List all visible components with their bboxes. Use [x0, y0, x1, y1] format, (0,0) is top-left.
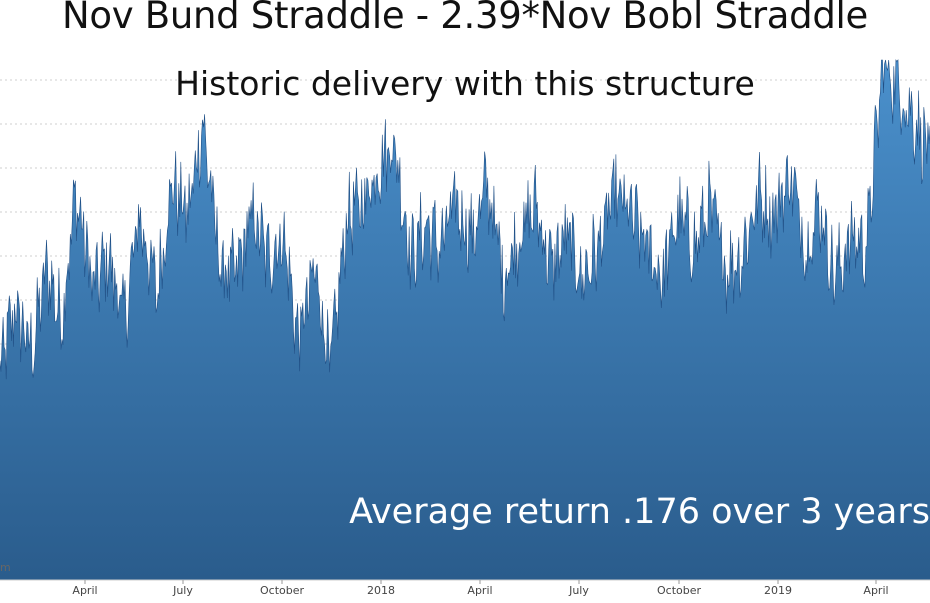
x-tick-label: 2018 — [367, 584, 395, 597]
average-return-annotation: Average return .176 over 3 years — [349, 492, 930, 532]
stray-axis-label: m — [0, 561, 11, 574]
x-axis-ticks: April July October 2018 April July October 2019… — [72, 580, 889, 597]
chart-subtitle: Historic delivery with this structure — [175, 64, 755, 103]
x-tick-label: October — [260, 584, 304, 597]
chart-title: Nov Bund Straddle - 2.39*Nov Bobl Stradd… — [62, 0, 868, 37]
series-line — [0, 59, 930, 380]
x-tick-label: July — [568, 584, 589, 597]
x-tick-label: October — [657, 584, 701, 597]
x-tick-label: 2019 — [764, 584, 792, 597]
x-tick-label: July — [172, 584, 193, 597]
x-tick-label: April — [863, 584, 888, 597]
x-tick-label: April — [72, 584, 97, 597]
series-area — [0, 60, 930, 580]
x-tick-label: April — [467, 584, 492, 597]
